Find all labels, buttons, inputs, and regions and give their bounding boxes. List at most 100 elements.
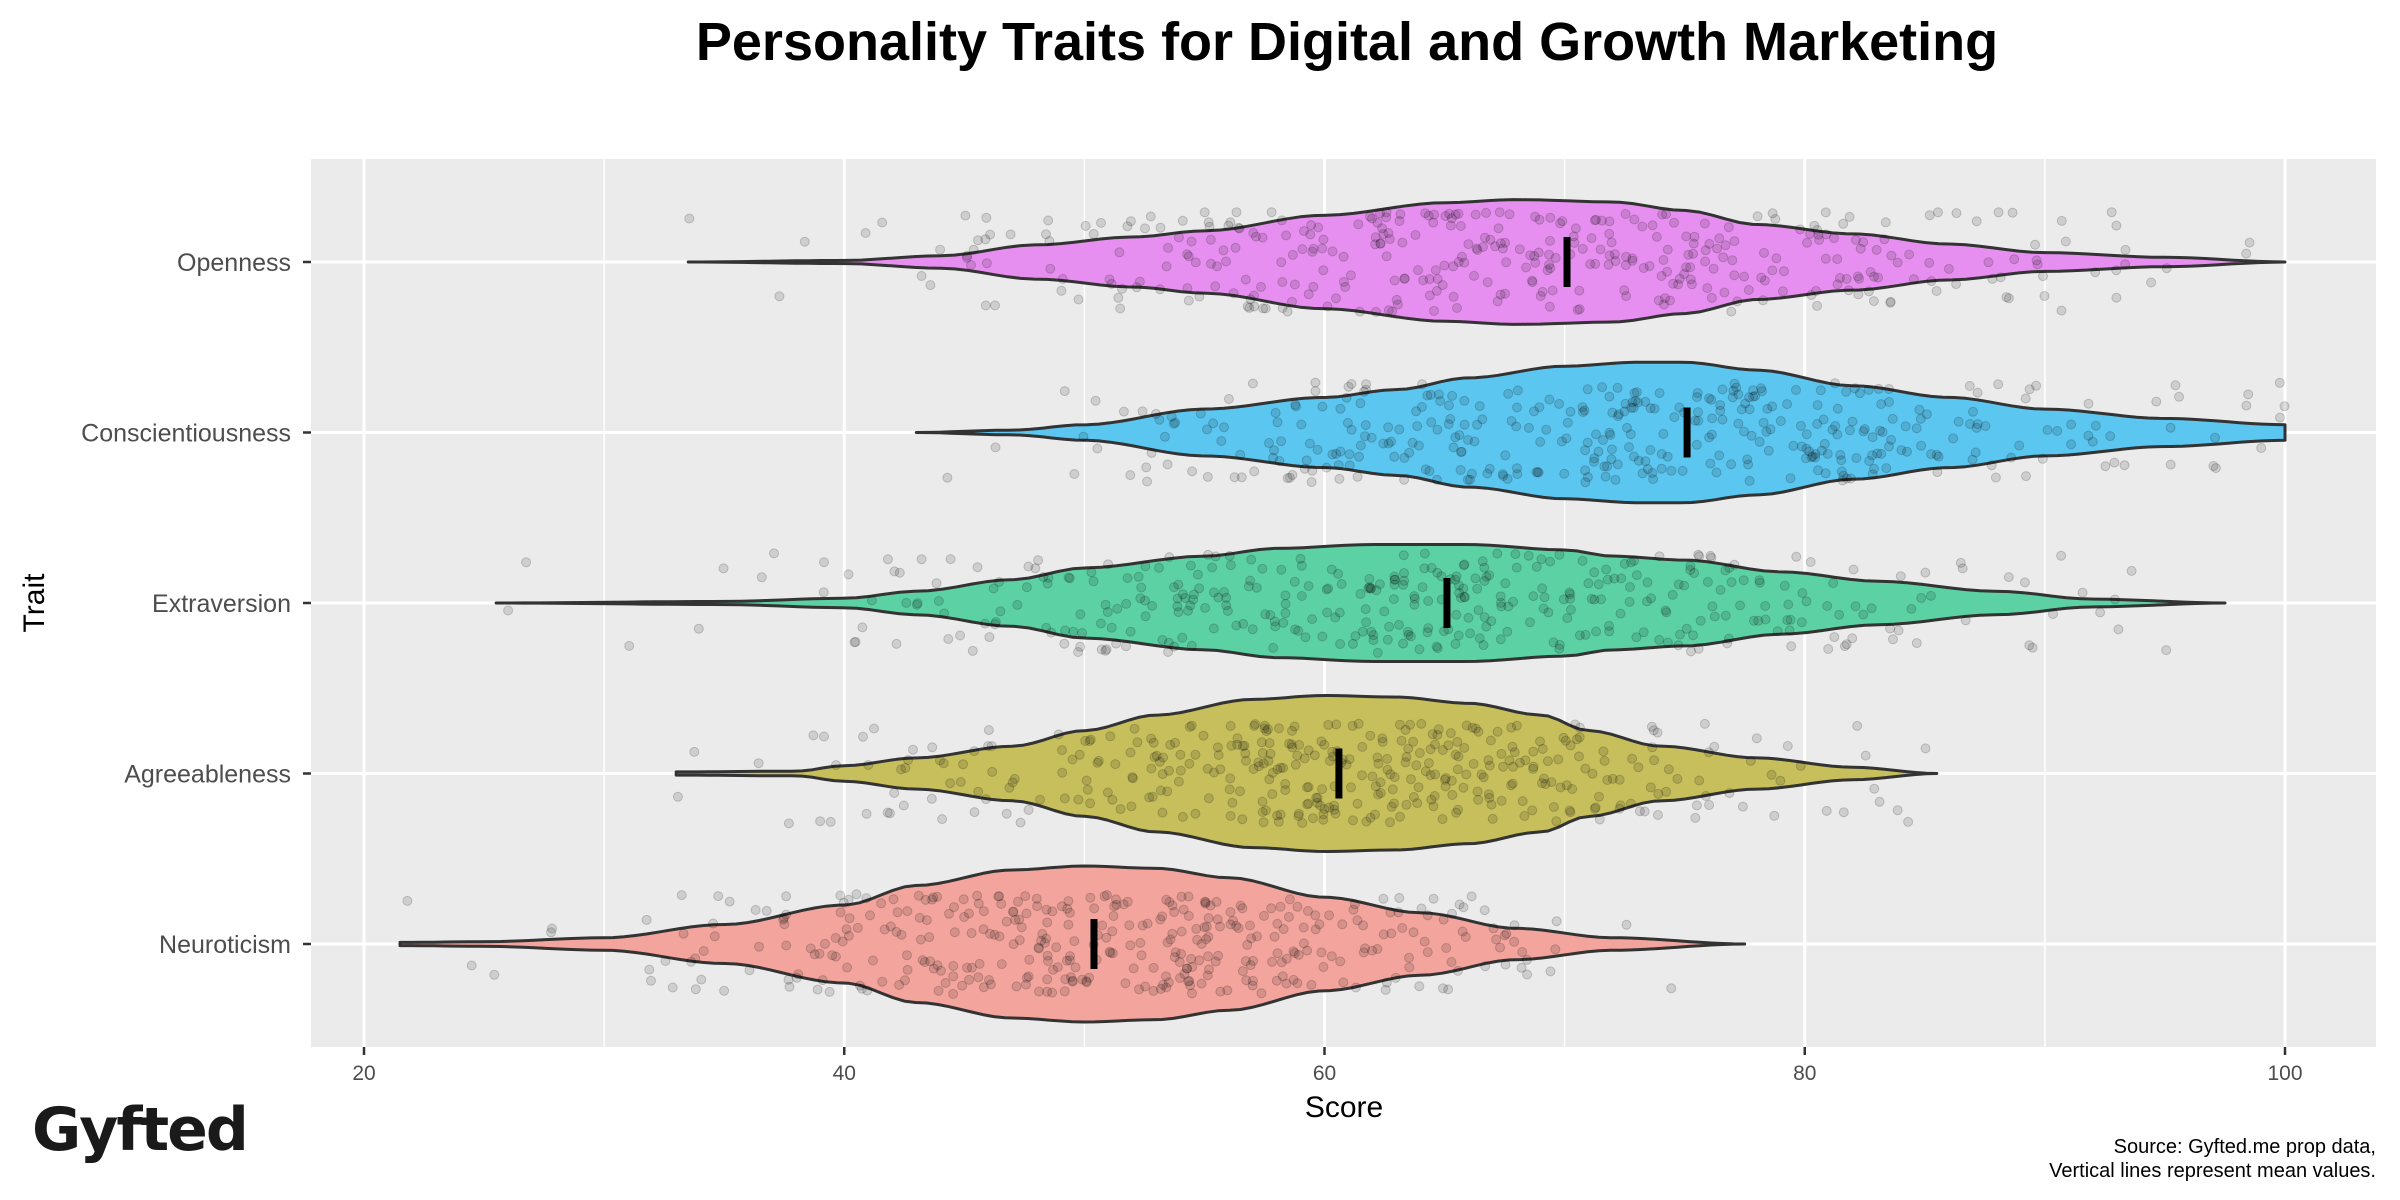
jitter-point	[831, 760, 841, 771]
jitter-point	[1453, 208, 1464, 219]
jitter-point	[1570, 223, 1581, 234]
jitter-point	[1201, 921, 1212, 932]
jitter-point	[1746, 430, 1757, 441]
jitter-point	[1225, 811, 1236, 821]
y-tick-label: Neuroticism	[159, 931, 291, 959]
jitter-point	[1501, 928, 1512, 939]
jitter-point	[1448, 261, 1459, 272]
jitter-point	[1613, 411, 1623, 422]
jitter-point	[1303, 906, 1313, 916]
jitter-point	[1631, 570, 1642, 581]
jitter-point	[1125, 747, 1136, 758]
jitter-point	[1795, 760, 1806, 771]
jitter-point	[1245, 960, 1256, 971]
jitter-point	[1347, 638, 1358, 649]
jitter-point	[2210, 463, 2221, 474]
jitter-point	[1381, 977, 1392, 988]
jitter-point	[2024, 384, 2035, 395]
jitter-point	[1660, 293, 1670, 304]
jitter-point	[1354, 306, 1365, 317]
jitter-point	[1384, 234, 1395, 245]
jitter-point	[877, 976, 888, 987]
jitter-point	[547, 923, 557, 934]
jitter-point	[966, 928, 977, 939]
jitter-point	[969, 807, 980, 818]
jitter-point	[1743, 285, 1754, 295]
jitter-point	[1827, 424, 1838, 435]
jitter-point	[1064, 573, 1075, 584]
jitter-point	[1720, 240, 1731, 251]
jitter-point	[724, 896, 735, 907]
jitter-point	[1035, 794, 1046, 805]
jitter-point	[1192, 569, 1203, 580]
jitter-point	[1855, 243, 1866, 254]
jitter-point	[1535, 736, 1545, 747]
jitter-point	[1385, 907, 1396, 918]
jitter-point	[2003, 572, 2014, 583]
jitter-point	[1067, 976, 1078, 987]
jitter-point	[1408, 792, 1419, 802]
jitter-point	[1585, 259, 1596, 270]
jitter-point	[1714, 450, 1725, 461]
jitter-point	[1296, 560, 1307, 571]
jitter-point	[1185, 600, 1196, 611]
jitter-point	[1615, 608, 1626, 619]
jitter-point	[1118, 406, 1129, 417]
jitter-point	[2052, 426, 2063, 436]
jitter-point	[927, 894, 938, 905]
jitter-point	[1431, 641, 1442, 652]
jitter-point	[1844, 211, 1855, 222]
jitter-point	[1324, 802, 1335, 813]
jitter-point	[966, 962, 977, 973]
jitter-point	[1871, 244, 1882, 255]
jitter-point	[1724, 562, 1735, 573]
jitter-point	[2019, 577, 2030, 588]
jitter-point	[2161, 263, 2172, 274]
jitter-point	[2109, 457, 2120, 468]
jitter-point	[1157, 807, 1168, 818]
jitter-point	[962, 250, 973, 261]
jitter-point	[1445, 728, 1456, 739]
jitter-point	[1210, 551, 1221, 562]
jitter-point	[1419, 936, 1430, 947]
jitter-point	[1203, 931, 1214, 942]
jitter-point	[1667, 589, 1678, 600]
jitter-point	[1473, 605, 1484, 616]
jitter-point	[1037, 929, 1048, 939]
jitter-point	[778, 914, 789, 925]
jitter-point	[1765, 424, 1776, 435]
jitter-point	[1554, 549, 1565, 560]
jitter-point	[1140, 561, 1151, 572]
jitter-point	[1544, 394, 1555, 405]
jitter-point	[980, 618, 990, 629]
jitter-point	[1323, 719, 1334, 730]
jitter-point	[876, 898, 887, 909]
jitter-point	[1574, 630, 1585, 641]
jitter-point	[1822, 601, 1833, 611]
jitter-point	[1392, 299, 1403, 310]
jitter-point	[1173, 232, 1184, 243]
jitter-point	[1467, 722, 1478, 733]
jitter-point	[1200, 898, 1211, 909]
jitter-point	[1535, 436, 1546, 447]
jitter-point	[1258, 303, 1269, 314]
jitter-point	[1450, 574, 1461, 585]
jitter-point	[1155, 222, 1166, 233]
jitter-point	[1225, 919, 1236, 930]
jitter-point	[981, 212, 992, 223]
jitter-point	[1225, 721, 1236, 731]
jitter-point	[885, 921, 896, 932]
jitter-point	[1031, 893, 1042, 904]
jitter-point	[1459, 395, 1470, 406]
jitter-point	[690, 953, 701, 964]
jitter-point	[1148, 962, 1159, 973]
jitter-point	[1242, 939, 1253, 950]
jitter-point	[1700, 245, 1711, 256]
jitter-point	[1246, 554, 1257, 565]
jitter-point	[1204, 964, 1214, 975]
jitter-point	[1812, 419, 1823, 429]
jitter-point	[1238, 618, 1249, 629]
jitter-point	[1754, 575, 1765, 586]
jitter-point	[1820, 253, 1831, 264]
jitter-point	[1281, 953, 1292, 964]
